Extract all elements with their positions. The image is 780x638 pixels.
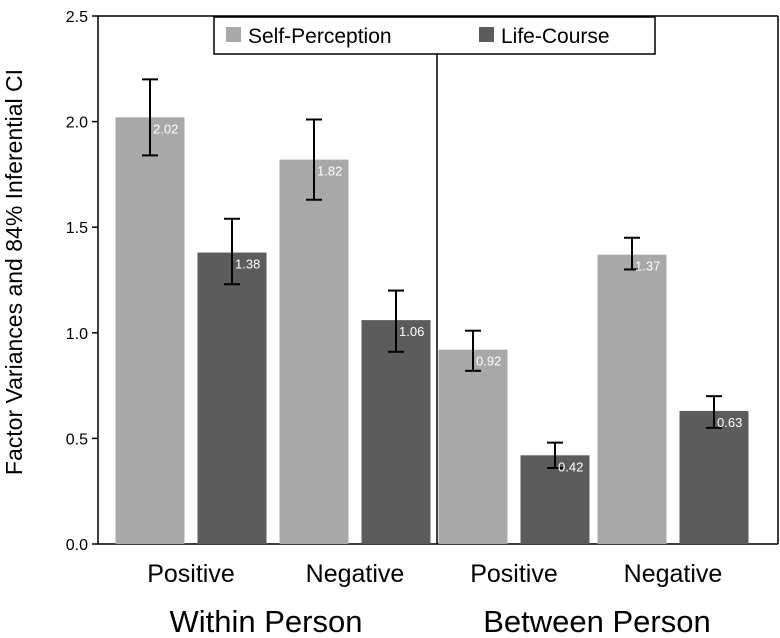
- bar-life-course-within-negative: [361, 320, 431, 544]
- y-tick-label: 2.5: [66, 9, 88, 26]
- bar-life-course-within-positive: [197, 252, 267, 544]
- bar-self-perception-within-positive: [115, 117, 185, 544]
- legend-label-self-perception: Self-Perception: [248, 25, 392, 48]
- y-tick-label: 1.5: [66, 220, 88, 237]
- x-group-label: Within Person: [170, 604, 363, 638]
- bar-self-perception-within-negative: [279, 159, 349, 544]
- data-label-self-perception-within-negative: 1.82: [317, 164, 342, 179]
- y-tick-label: 0.5: [66, 431, 88, 448]
- legend-box: [213, 16, 656, 55]
- legend-swatch-life-course: [479, 27, 494, 42]
- data-label-life-course-between-negative: 0.63: [717, 415, 742, 430]
- bar-life-course-between-negative: [679, 410, 749, 544]
- data-label-life-course-within-positive: 1.38: [235, 257, 260, 272]
- data-label-self-perception-between-positive: 0.92: [476, 354, 501, 369]
- y-tick-label: 0.0: [66, 537, 88, 554]
- y-tick-label: 2.0: [66, 115, 88, 132]
- x-category-label: Negative: [306, 560, 405, 588]
- y-tick-label: 1.0: [66, 326, 88, 343]
- legend-label-life-course: Life-Course: [501, 25, 610, 48]
- x-category-label: Negative: [624, 560, 723, 588]
- data-label-life-course-between-positive: 0.42: [558, 459, 583, 474]
- bar-self-perception-between-positive: [438, 349, 508, 544]
- plot-area: 0.0 0.5 1.0 1.5 2.0 2.5 2.02 1.82 0.92 1.37 1.38 1.…: [66, 9, 779, 638]
- x-category-label: Positive: [470, 560, 558, 588]
- data-label-life-course-within-negative: 1.06: [399, 324, 424, 339]
- bar-self-perception-between-negative: [597, 254, 667, 544]
- bar-life-course-between-positive: [520, 455, 590, 544]
- data-label-self-perception-within-positive: 2.02: [153, 121, 178, 136]
- x-category-label: Positive: [147, 560, 235, 588]
- x-group-label: Between Person: [483, 604, 710, 638]
- data-label-self-perception-between-negative: 1.37: [635, 259, 660, 274]
- y-axis-label: Factor Variances and 84% Inferential CI: [1, 69, 27, 475]
- legend-swatch-self-perception: [226, 27, 241, 42]
- legend: Self-Perception Life-Course: [213, 16, 656, 55]
